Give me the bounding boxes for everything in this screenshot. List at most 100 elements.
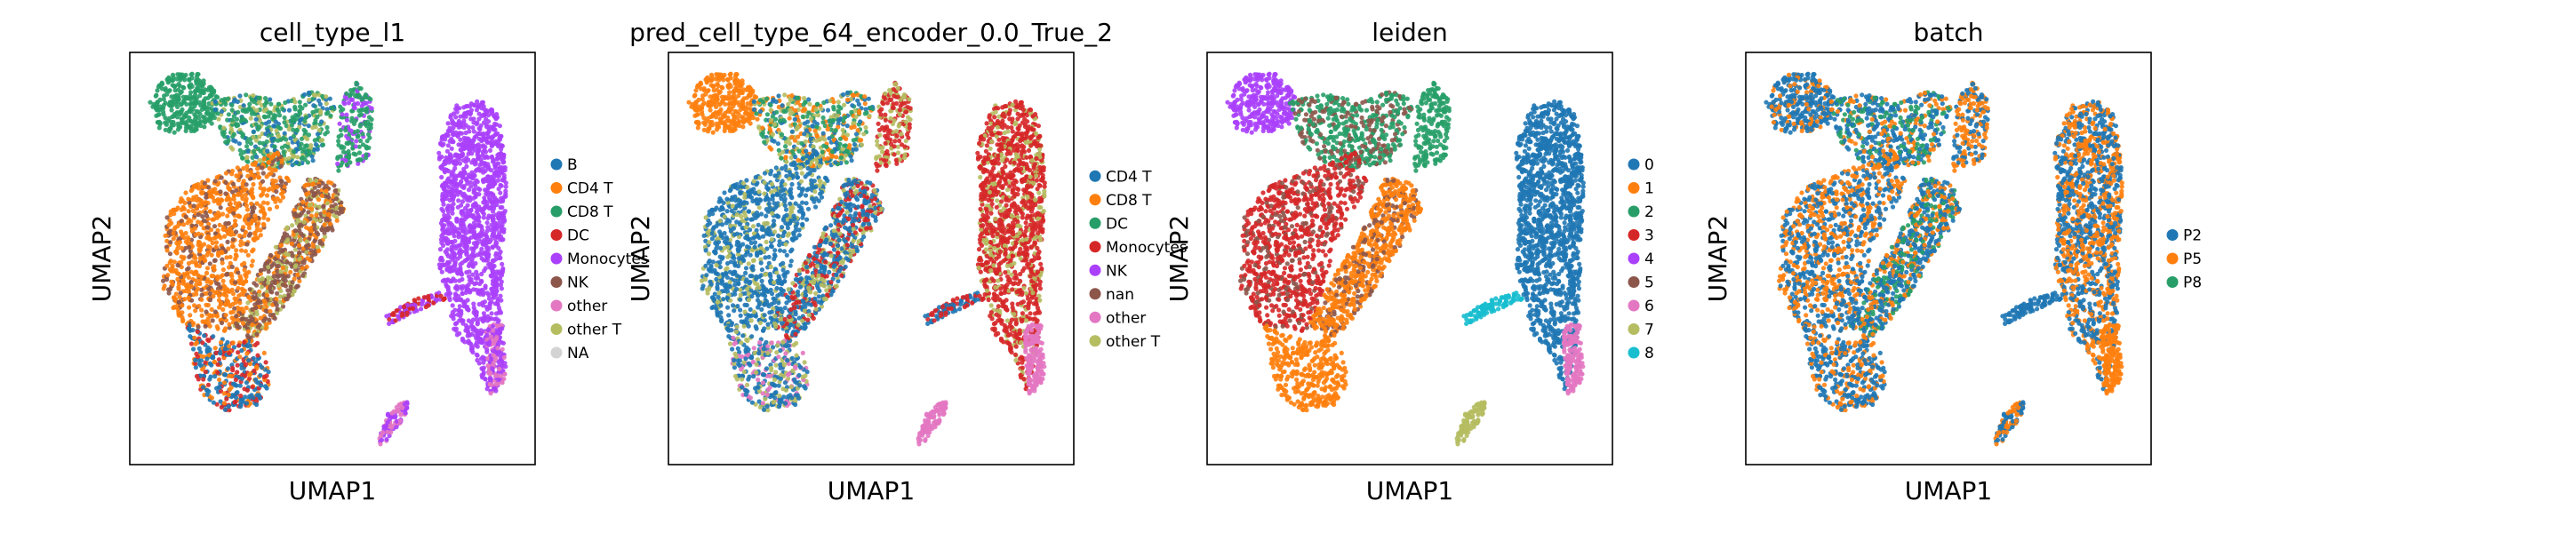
data-point	[489, 299, 494, 305]
data-point	[304, 192, 309, 197]
data-point	[445, 288, 451, 293]
data-point	[302, 183, 308, 188]
data-point	[708, 94, 713, 99]
data-point	[191, 271, 196, 276]
data-point	[248, 115, 253, 121]
data-point	[228, 279, 234, 284]
data-point	[720, 85, 725, 91]
data-point	[483, 266, 488, 271]
data-point	[230, 181, 236, 187]
data-point	[207, 323, 212, 329]
data-point	[284, 123, 289, 129]
data-point	[452, 296, 458, 301]
data-point	[202, 242, 207, 247]
data-point	[299, 136, 305, 141]
data-point	[420, 298, 425, 304]
data-point	[188, 72, 194, 77]
data-point	[239, 193, 244, 199]
data-point	[266, 370, 271, 375]
data-point	[499, 279, 504, 284]
data-point	[473, 160, 478, 165]
data-point	[258, 268, 263, 274]
data-point	[179, 245, 185, 251]
data-point	[444, 247, 450, 252]
data-point	[460, 318, 465, 323]
data-point	[241, 166, 246, 171]
data-point	[441, 196, 446, 203]
data-point	[258, 227, 263, 233]
data-point	[309, 252, 315, 259]
data-point	[230, 291, 236, 297]
data-point	[484, 386, 490, 392]
data-point	[327, 96, 332, 101]
data-point	[492, 386, 497, 391]
data-point	[275, 268, 280, 274]
data-point	[191, 203, 196, 209]
data-point	[489, 356, 494, 362]
data-point	[380, 430, 386, 435]
data-point	[341, 99, 347, 106]
data-point	[163, 127, 168, 132]
data-point	[267, 317, 272, 322]
data-point	[717, 109, 723, 115]
data-point	[445, 231, 452, 236]
data-point	[336, 168, 341, 173]
data-point	[445, 284, 451, 290]
data-point	[293, 263, 299, 268]
data-point	[714, 104, 719, 109]
data-point	[466, 263, 472, 268]
data-point	[219, 197, 224, 203]
data-point	[179, 259, 184, 265]
data-point	[277, 198, 283, 203]
data-point	[227, 289, 232, 294]
data-point	[175, 104, 180, 109]
data-point	[163, 115, 168, 121]
data-point	[258, 185, 263, 191]
data-point	[259, 383, 264, 388]
data-point	[453, 245, 459, 251]
data-point	[358, 138, 364, 144]
data-point	[310, 158, 316, 163]
data-point	[254, 393, 260, 398]
data-point	[451, 202, 456, 207]
data-point	[275, 156, 280, 163]
data-point	[183, 230, 188, 236]
data-point	[258, 315, 263, 321]
data-point	[248, 140, 253, 147]
data-point	[193, 259, 198, 266]
data-point	[474, 204, 479, 211]
data-point	[161, 97, 166, 102]
data-point	[490, 209, 496, 214]
data-point	[242, 260, 247, 266]
data-point	[252, 205, 257, 211]
data-point	[464, 163, 469, 169]
data-point	[198, 123, 204, 129]
data-point	[200, 367, 205, 372]
data-point	[265, 201, 270, 206]
data-point	[183, 214, 188, 219]
data-point	[232, 219, 238, 224]
data-point	[480, 149, 485, 155]
data-point	[216, 357, 221, 362]
data-point	[451, 228, 456, 234]
data-point	[204, 309, 209, 314]
data-point	[167, 260, 172, 266]
data-point	[224, 396, 229, 402]
data-point	[412, 298, 417, 303]
y-axis-label: UMAP2	[87, 215, 116, 303]
data-point	[186, 274, 191, 280]
data-point	[235, 362, 240, 368]
data-point	[196, 212, 201, 218]
data-point	[355, 129, 361, 134]
data-point	[261, 215, 267, 220]
data-point	[475, 120, 480, 125]
data-point	[238, 291, 244, 297]
data-point	[484, 131, 490, 136]
data-point	[461, 224, 467, 229]
data-point	[247, 287, 252, 292]
data-point	[352, 105, 357, 111]
data-point	[219, 300, 224, 306]
data-point	[263, 107, 268, 112]
data-point	[445, 121, 451, 126]
data-point	[754, 94, 759, 100]
